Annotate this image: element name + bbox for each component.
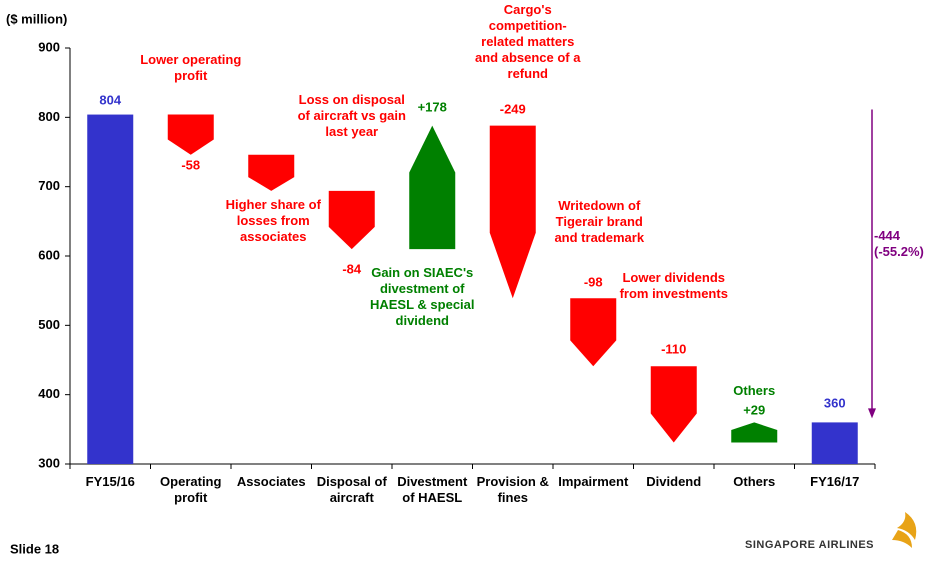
x-tick-label: Provision & fines bbox=[476, 474, 549, 505]
x-tick-label: Impairment bbox=[558, 474, 629, 489]
annotation: Lower operating profit bbox=[140, 52, 242, 83]
x-tick-label: Divestment of HAESL bbox=[397, 474, 468, 505]
x-tick-label: Others bbox=[733, 474, 776, 489]
x-tick-label: Dividend bbox=[646, 474, 702, 489]
y-tick-label: 400 bbox=[38, 386, 60, 401]
annotation: Writedown of Tigerair brand and trademar… bbox=[554, 198, 645, 245]
x-tick-label: Operating profit bbox=[160, 474, 222, 505]
y-tick-label: 500 bbox=[38, 317, 60, 332]
bar bbox=[811, 422, 858, 464]
waterfall-arrow bbox=[731, 422, 778, 443]
x-tick-label: FY16/17 bbox=[810, 474, 860, 489]
slide-number: Slide 18 bbox=[10, 541, 59, 556]
waterfall-arrow bbox=[489, 125, 536, 299]
y-tick-label: 700 bbox=[38, 178, 60, 193]
x-tick-label: Disposal of aircraft bbox=[316, 474, 387, 505]
waterfall-arrow bbox=[570, 298, 617, 367]
value-label: 360 bbox=[824, 395, 846, 410]
bar bbox=[87, 114, 134, 464]
value-label: -98 bbox=[584, 274, 603, 289]
value-label: -249 bbox=[500, 101, 526, 116]
annotation: Cargo's competition-related matters and … bbox=[475, 2, 581, 81]
waterfall-arrow bbox=[248, 154, 295, 191]
logo-text: SINGAPORE AIRLINES bbox=[745, 539, 874, 551]
value-label: +29 bbox=[743, 402, 765, 417]
annotation: Gain on SIAEC's divestment of HAESL & sp… bbox=[369, 265, 475, 328]
x-tick-label: Associates bbox=[236, 474, 306, 489]
y-tick-label: 600 bbox=[38, 247, 60, 262]
annotation: Loss on disposal of aircraft vs gain las… bbox=[297, 92, 406, 139]
value-label: -110 bbox=[661, 341, 686, 356]
waterfall-arrow bbox=[167, 114, 214, 155]
waterfall-arrow bbox=[409, 125, 456, 250]
total-change-label: -444 (-55.2%) bbox=[874, 228, 924, 259]
annotation: Lower dividends from investments bbox=[619, 270, 728, 301]
value-label: 804 bbox=[99, 92, 121, 107]
waterfall-arrow bbox=[650, 366, 697, 443]
total-change-arrowhead bbox=[868, 408, 876, 419]
x-tick-label: FY15/16 bbox=[85, 474, 135, 489]
value-label: -84 bbox=[342, 261, 362, 276]
value-label: -58 bbox=[181, 157, 200, 172]
y-tick-label: 800 bbox=[38, 109, 60, 124]
waterfall-arrow bbox=[328, 190, 375, 250]
value-label: +178 bbox=[418, 99, 447, 114]
y-tick-label: 300 bbox=[38, 455, 60, 470]
y-tick-label: 900 bbox=[38, 39, 60, 54]
annotation: Higher share of losses from associates bbox=[225, 197, 321, 244]
value-label: -52 bbox=[262, 168, 281, 183]
y-axis-label: ($ million) bbox=[6, 11, 67, 26]
annotation: Others bbox=[733, 383, 776, 398]
logo-icon bbox=[892, 512, 917, 548]
